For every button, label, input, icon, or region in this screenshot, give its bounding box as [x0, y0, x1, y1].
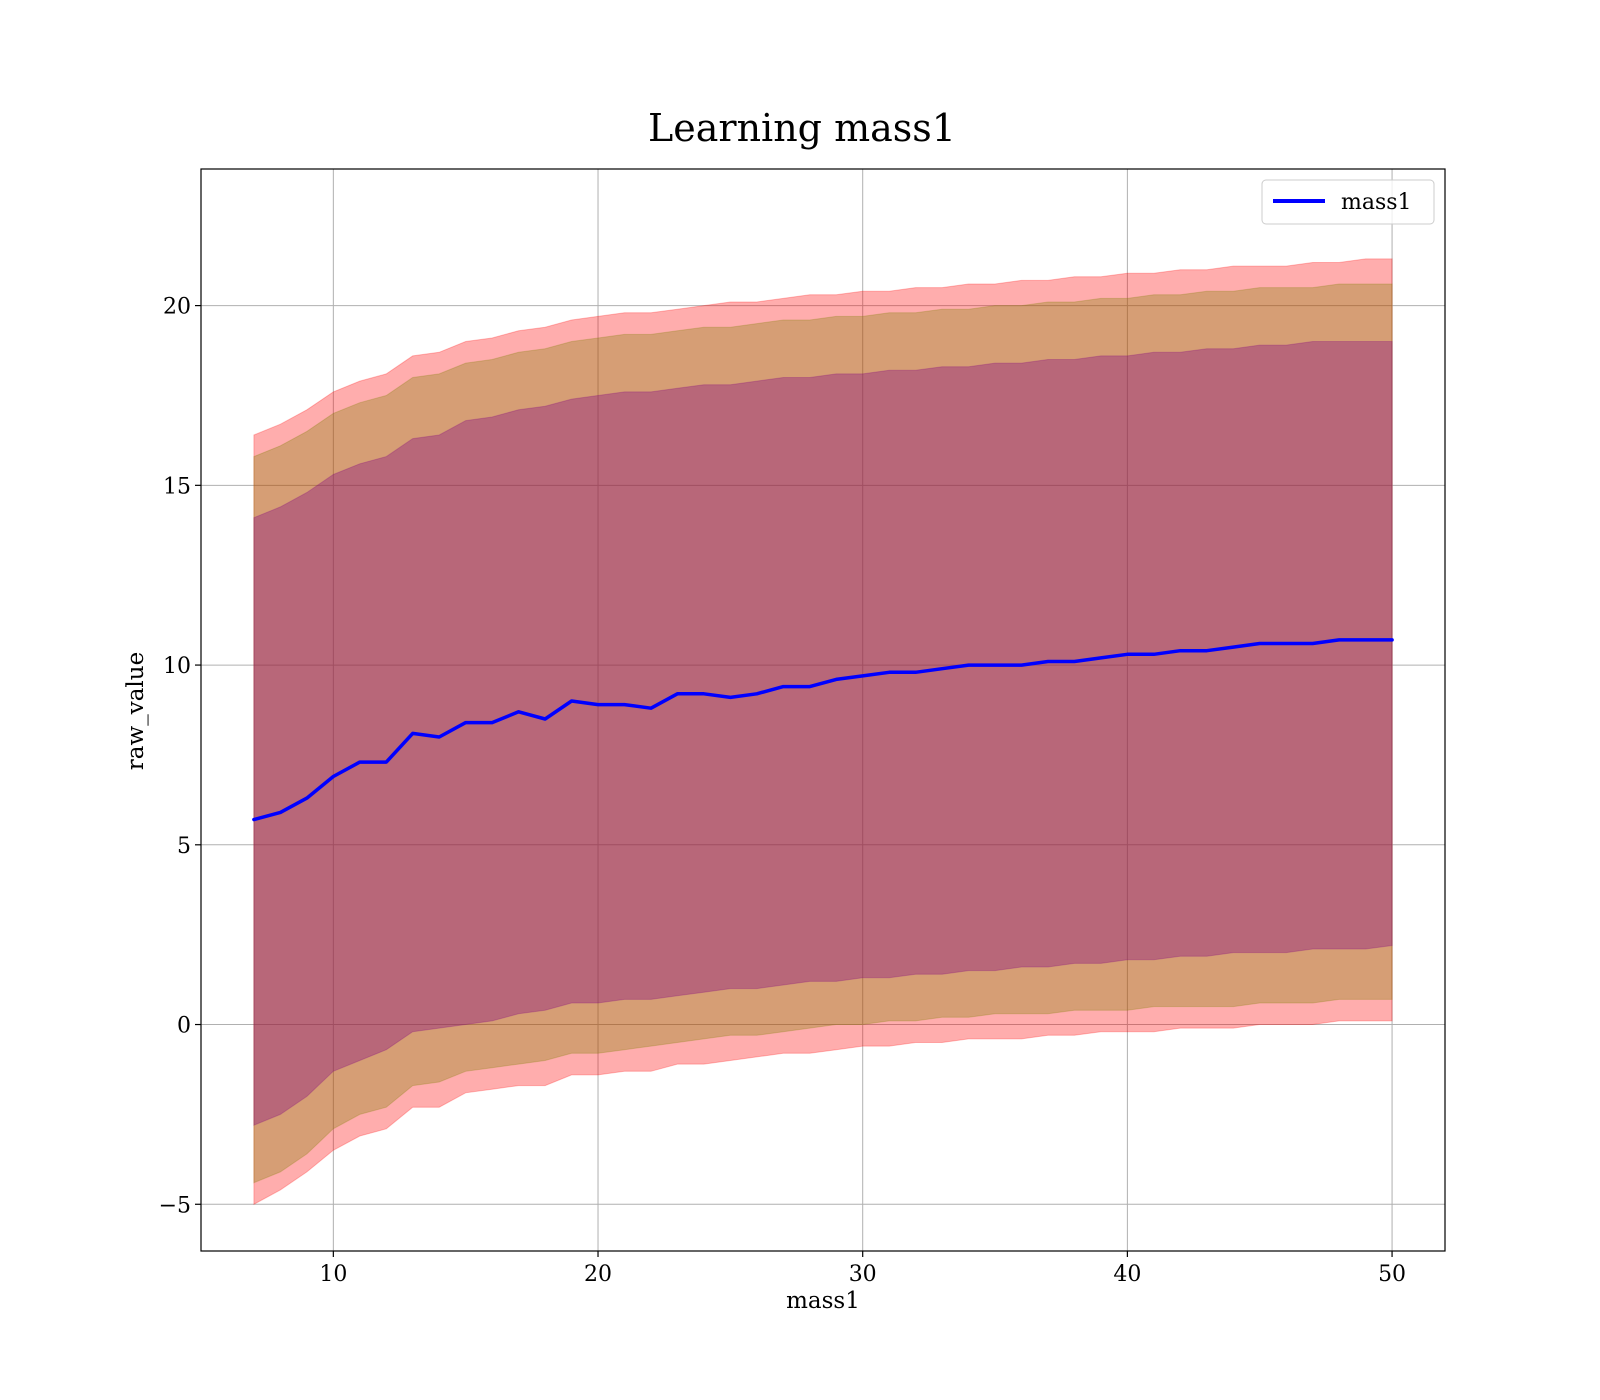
- legend-box: [1261, 179, 1435, 225]
- chart-title: Learning mass1: [648, 106, 956, 150]
- plot-frame: [200, 168, 1446, 1252]
- x-tick-label: 40: [1113, 1262, 1141, 1287]
- x-tick-label: 10: [319, 1262, 347, 1287]
- x-axis-label: mass1: [786, 1288, 860, 1314]
- y-axis-label: raw_value: [123, 652, 149, 770]
- x-tick-label: 20: [584, 1262, 612, 1287]
- confidence-bands: [253, 258, 1393, 1206]
- series-line-mass1: [252, 638, 1394, 822]
- y-tick-label: 20: [163, 295, 191, 320]
- y-tick-label: 10: [163, 654, 191, 679]
- band-outer: [253, 258, 1393, 1206]
- y-tick-label: 0: [177, 1014, 191, 1039]
- x-tick-label: 50: [1378, 1262, 1406, 1287]
- band-middle: [253, 283, 1393, 1184]
- x-axis-ticks: 10 20 30 40 50: [319, 1251, 1406, 1287]
- series-lines: [252, 638, 1394, 822]
- y-tick-label: 15: [163, 474, 191, 499]
- x-tick-label: 30: [849, 1262, 877, 1287]
- legend-label-mass1: mass1: [1341, 190, 1412, 215]
- band-inner: [253, 341, 1393, 1126]
- y-axis-ticks: −5 0 5 10 15 20: [159, 295, 201, 1218]
- y-tick-label: −5: [159, 1193, 191, 1218]
- y-tick-label: 5: [177, 834, 191, 859]
- grid: [201, 169, 1445, 1251]
- legend: mass1: [1261, 179, 1435, 225]
